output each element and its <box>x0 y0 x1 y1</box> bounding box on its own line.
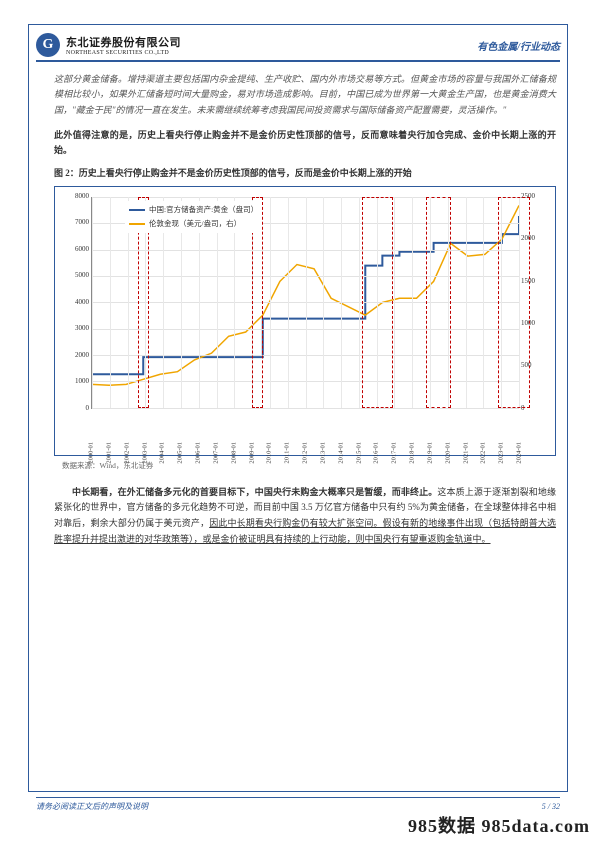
page-header: G 东北证券股份有限公司 NORTHEAST SECURITIES CO.,LT… <box>36 30 560 62</box>
legend-label: 伦敦金现（美元/盎司，右） <box>149 218 241 231</box>
page-number: 5 / 32 <box>542 802 560 811</box>
header-sector: 有色金属/行业动态 <box>477 38 560 53</box>
legend-item: 中国:官方储备资产:黄金（盘司） <box>129 204 258 217</box>
company-logo-block: G 东北证券股份有限公司 NORTHEAST SECURITIES CO.,LT… <box>36 33 181 57</box>
y-axis-left: 010002000300040005000600070008000 <box>59 197 89 409</box>
legend-label: 中国:官方储备资产:黄金（盘司） <box>149 204 258 217</box>
body-paragraph: 中长期看，在外汇储备多元化的首要目标下，中国央行未购金大概率只是暂缓，而非终止。… <box>54 485 556 548</box>
quote-paragraph: 这部分黄金储备。增持渠道主要包括国内杂金提纯、生产收贮、国内外市场交易等方式。但… <box>54 72 556 118</box>
logo-icon: G <box>36 33 60 57</box>
x-axis: 2000-012001-012002-012003-012004-012005-… <box>91 413 519 453</box>
legend-item: 伦敦金现（美元/盎司，右） <box>129 218 258 231</box>
chart-container: 010002000300040005000600070008000 050010… <box>54 186 556 456</box>
company-name-cn: 东北证券股份有限公司 <box>66 34 181 50</box>
highlight-paragraph: 此外值得注意的是，历史上看央行停止购金并不是金价历史性顶部的信号，反而意味着央行… <box>54 128 556 159</box>
company-name-en: NORTHEAST SECURITIES CO.,LTD <box>66 50 181 56</box>
legend-swatch <box>129 209 145 211</box>
footer-disclaimer: 请务必阅读正文后的声明及说明 <box>36 801 148 812</box>
watermark: 985数据 985data.com <box>408 812 590 838</box>
page-footer: 请务必阅读正文后的声明及说明 5 / 32 <box>36 797 560 812</box>
figure-caption: 图 2：历史上看央行停止购金并不是金价历史性顶部的信号，反而是金价中长期上涨的开… <box>54 166 556 181</box>
legend-swatch <box>129 223 145 225</box>
body-bold-lead: 中长期看，在外汇储备多元化的首要目标下，中国央行未购金大概率只是暂缓，而非终止。 <box>72 487 437 497</box>
chart-legend: 中国:官方储备资产:黄金（盘司） 伦敦金现（美元/盎司，右） <box>125 201 262 234</box>
main-content: 这部分黄金储备。增持渠道主要包括国内杂金提纯、生产收贮、国内外市场交易等方式。但… <box>54 72 556 548</box>
